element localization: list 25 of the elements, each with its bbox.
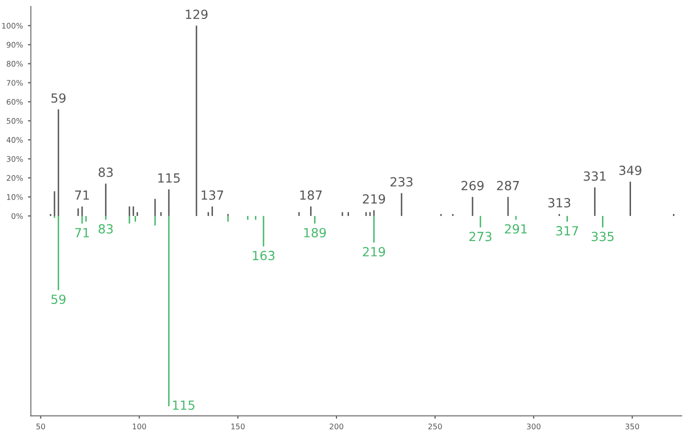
annotation: 83	[98, 168, 113, 178]
annotation: 71	[75, 228, 89, 238]
annotation: 129	[186, 10, 208, 20]
annotation: 189	[304, 228, 326, 238]
annotation: 273	[469, 232, 492, 242]
annotation: 219	[362, 194, 385, 204]
annotation: 233	[390, 177, 412, 187]
annotation: 59	[51, 93, 66, 103]
annotation: 335	[592, 232, 614, 242]
annotation: 313	[548, 198, 570, 208]
annotation: 137	[202, 190, 224, 200]
annotation: 349	[619, 166, 642, 176]
annotation: 59	[51, 294, 66, 304]
annotation: 115	[158, 173, 180, 183]
annotation: 287	[497, 180, 519, 190]
annotation: 317	[556, 226, 578, 236]
annotation: 219	[362, 246, 385, 256]
annotation: 269	[462, 180, 484, 190]
annotation: 331	[584, 171, 606, 181]
annotation: 163	[252, 250, 274, 260]
annotation: 83	[98, 224, 113, 234]
annotation: 115	[173, 400, 194, 410]
annotation: 71	[75, 190, 89, 200]
annotation: 187	[300, 190, 322, 200]
annotation: 291	[504, 224, 527, 234]
